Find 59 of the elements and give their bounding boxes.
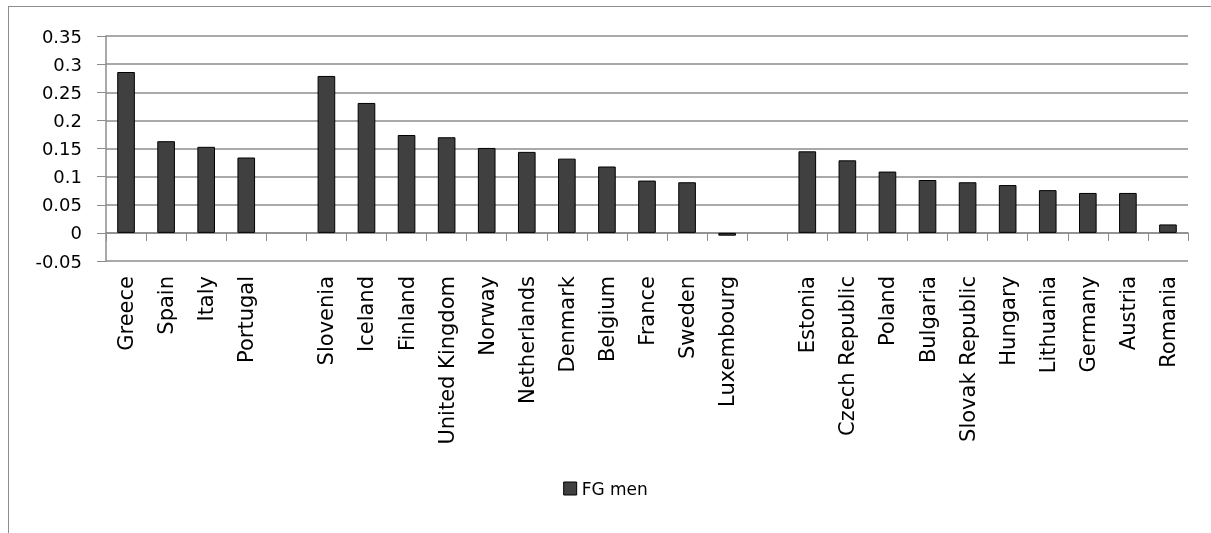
x-tick-label: Germany — [1075, 276, 1100, 373]
y-tick-label: -0.05 — [35, 250, 82, 272]
bar — [437, 137, 456, 233]
x-tick-label: Luxembourg — [715, 276, 740, 407]
bar — [1038, 190, 1057, 233]
bar — [878, 171, 897, 233]
y-tick-label: 0.1 — [53, 166, 82, 188]
x-tick-label: Sweden — [675, 276, 700, 359]
x-tick-label: Austria — [1115, 276, 1140, 351]
bar — [1119, 192, 1137, 233]
y-tick-label: 0.2 — [53, 109, 82, 131]
x-tick-label: Denmark — [554, 275, 579, 373]
bar — [598, 166, 616, 233]
x-tick-label: Netherlands — [514, 276, 539, 405]
x-tick-label: Bulgaria — [915, 276, 940, 364]
bar — [1079, 192, 1097, 233]
y-tick-label: 0.25 — [41, 81, 82, 103]
x-tick-label: Italy — [194, 276, 219, 322]
x-tick-label: Poland — [875, 276, 900, 347]
x-tick-label: Belgium — [594, 276, 619, 363]
y-tick-label: 0.15 — [41, 138, 82, 159]
bar — [397, 135, 416, 233]
bar — [558, 158, 576, 233]
bar — [517, 151, 536, 233]
x-tick-label: Slovak Republic — [955, 276, 980, 442]
x-tick-label: Portugal — [234, 276, 259, 363]
bar — [678, 182, 696, 233]
x-tick-label: Norway — [474, 276, 499, 356]
y-tick-label: 0.35 — [41, 25, 82, 47]
x-tick-label: Greece — [114, 276, 139, 351]
x-tick-label: Estonia — [795, 276, 820, 354]
x-tick-label: United Kingdom — [434, 276, 459, 445]
bar — [317, 75, 336, 233]
bar — [958, 182, 977, 233]
y-tick-label: 0.3 — [53, 53, 82, 75]
bar — [157, 141, 175, 233]
bar — [237, 157, 256, 233]
bar — [798, 151, 817, 233]
x-tick-label: Finland — [394, 276, 419, 352]
bar — [357, 102, 376, 233]
x-tick-label: Slovenia — [314, 276, 339, 366]
legend-label: FG men — [581, 478, 648, 499]
x-tick-label: France — [635, 276, 659, 346]
x-tick-label: Spain — [154, 276, 179, 335]
x-tick-label: Hungary — [995, 276, 1020, 366]
bar — [998, 185, 1017, 233]
y-tick-label: 0.05 — [41, 194, 82, 216]
y-tick-label: 0 — [70, 222, 82, 244]
bar — [918, 180, 937, 233]
bar — [838, 160, 857, 233]
bar — [1159, 224, 1177, 233]
bar — [197, 146, 215, 233]
x-tick-label: Iceland — [354, 276, 379, 353]
x-tick-label: Lithuania — [1035, 276, 1060, 374]
bar — [477, 147, 496, 233]
x-tick-label: Czech Republic — [835, 276, 860, 436]
x-tick-label: Romania — [1155, 276, 1180, 368]
bar — [638, 180, 656, 233]
bar — [117, 72, 135, 233]
